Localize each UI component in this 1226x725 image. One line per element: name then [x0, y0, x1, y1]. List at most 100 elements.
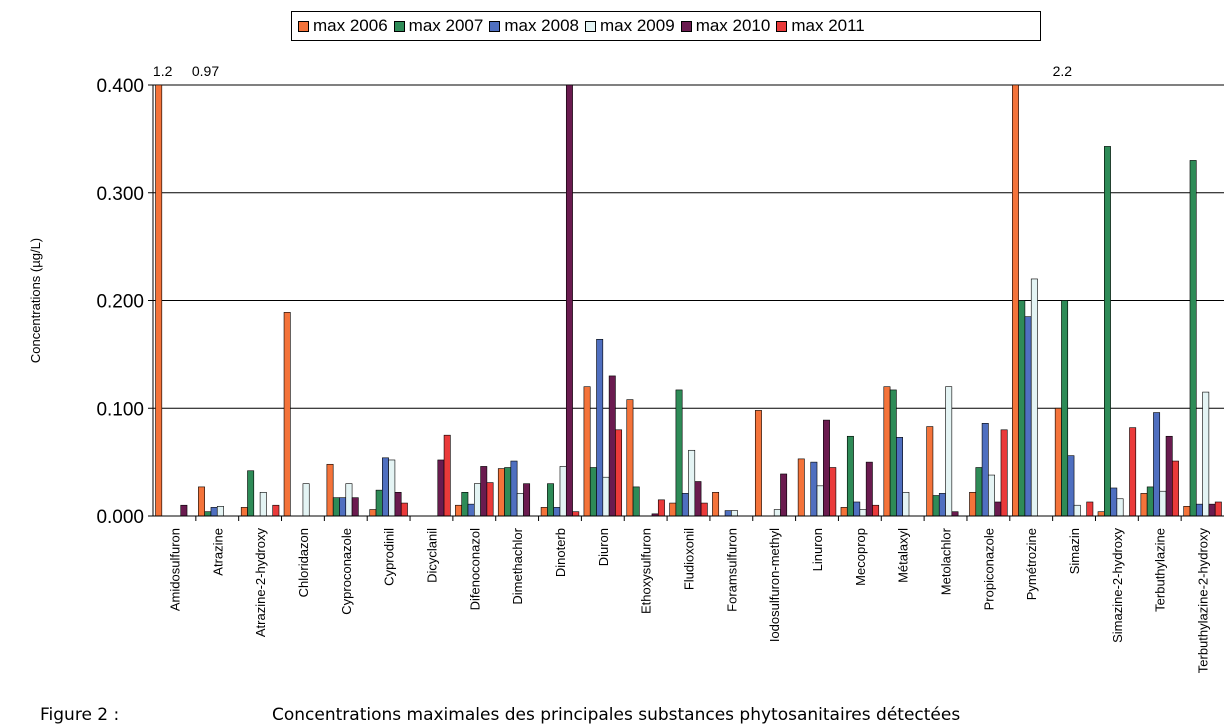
x-tick-label: Diuron [596, 528, 611, 566]
bar [198, 486, 205, 517]
x-tick-label: Dicyclanil [424, 528, 439, 583]
axes [148, 84, 1224, 521]
bar [369, 509, 377, 517]
bar [473, 483, 481, 517]
bar [516, 493, 524, 517]
legend-swatch [298, 20, 309, 32]
bar [1202, 391, 1210, 517]
x-tick-label: Ethoxysulfuron [639, 528, 654, 614]
bar [865, 461, 873, 517]
bar [773, 509, 781, 517]
x-tick-label: Simazine-2-hydroxy [1110, 528, 1125, 643]
bar [1172, 460, 1179, 517]
x-tick-label: Foramsulfuron [724, 528, 739, 612]
bar [467, 503, 475, 517]
bar [988, 474, 995, 517]
legend-item: max 2007 [393, 16, 484, 36]
bar [1214, 501, 1222, 517]
bar [1140, 493, 1148, 517]
bar [945, 386, 953, 517]
y-tick-label: 0.400 [96, 76, 144, 97]
bar [810, 461, 818, 517]
y-axis-label: Concentrations (µg/L) [28, 238, 43, 363]
bar [351, 497, 359, 517]
bar [816, 485, 824, 517]
bar [1054, 407, 1062, 517]
x-tick-label: Amidosulfuron [167, 528, 182, 611]
bar [240, 507, 248, 517]
bar [700, 502, 708, 517]
bar [896, 437, 904, 517]
bar [180, 504, 188, 517]
bar [1061, 300, 1069, 517]
bar [583, 386, 591, 517]
bar [523, 483, 531, 517]
bar [731, 510, 738, 517]
bar [1208, 503, 1216, 517]
bar [823, 419, 830, 517]
bar [247, 470, 255, 517]
bar [155, 84, 163, 517]
bar [437, 459, 445, 517]
bar [938, 493, 946, 517]
bar [926, 426, 934, 517]
bar [780, 473, 788, 517]
bar [859, 509, 867, 517]
bar [657, 499, 665, 517]
data-annotation: 1.2 [153, 63, 173, 79]
bar [332, 497, 340, 517]
bar [932, 495, 940, 517]
bar [1000, 429, 1008, 517]
x-tick-label: Propiconazole [981, 528, 996, 610]
x-tick-label: Métalaxyl [896, 528, 911, 583]
bar [681, 493, 689, 517]
bar [302, 483, 310, 517]
x-tick-label: Simazin [1067, 528, 1082, 574]
x-tick-label: Dimethachlor [510, 527, 525, 604]
bar [1159, 490, 1167, 517]
bar [572, 511, 580, 517]
bar [497, 468, 505, 517]
bar [608, 375, 616, 517]
legend-label: max 2011 [791, 16, 865, 35]
bar [272, 504, 280, 517]
legend-label: max 2008 [504, 16, 580, 35]
bar [872, 504, 880, 517]
bar [480, 466, 488, 517]
y-tick-label: 0.200 [96, 292, 144, 313]
bar [669, 502, 677, 517]
x-tick-label: Cyproconazole [339, 528, 354, 615]
bar [1012, 84, 1019, 517]
bar [1104, 146, 1111, 517]
x-tick-label: Atrazine [210, 528, 225, 576]
bar [1030, 278, 1038, 517]
bar [216, 506, 224, 517]
bar [210, 507, 218, 517]
legend: max 2006 max 2007 max 2008 max 2009 max 2010… [291, 11, 1041, 41]
legend-label: max 2007 [408, 16, 484, 35]
x-tick-label: Mecoprop [853, 528, 868, 586]
bar [1067, 455, 1075, 517]
x-tick-label: Metolachlor [939, 527, 954, 595]
y-tick-label: 0.000 [96, 507, 144, 528]
bar [394, 491, 402, 517]
bar [694, 481, 702, 517]
bar [553, 507, 561, 517]
bar [1110, 487, 1118, 517]
x-tick-label: Fludioxonil [682, 528, 697, 590]
legend-item: max 2010 [680, 16, 770, 36]
bar [1129, 427, 1137, 517]
x-tick-label: Difenoconazol [467, 528, 482, 610]
bar [1183, 506, 1191, 517]
bar [1024, 316, 1032, 517]
bar [1018, 300, 1026, 517]
bar [1086, 501, 1094, 517]
bar [486, 482, 494, 517]
bar [1165, 435, 1173, 517]
bar [283, 312, 291, 517]
bar [547, 483, 554, 517]
legend-item: max 2011 [776, 16, 865, 36]
bar [846, 435, 854, 517]
x-tick-label: Terbuthylazine [1153, 528, 1168, 612]
